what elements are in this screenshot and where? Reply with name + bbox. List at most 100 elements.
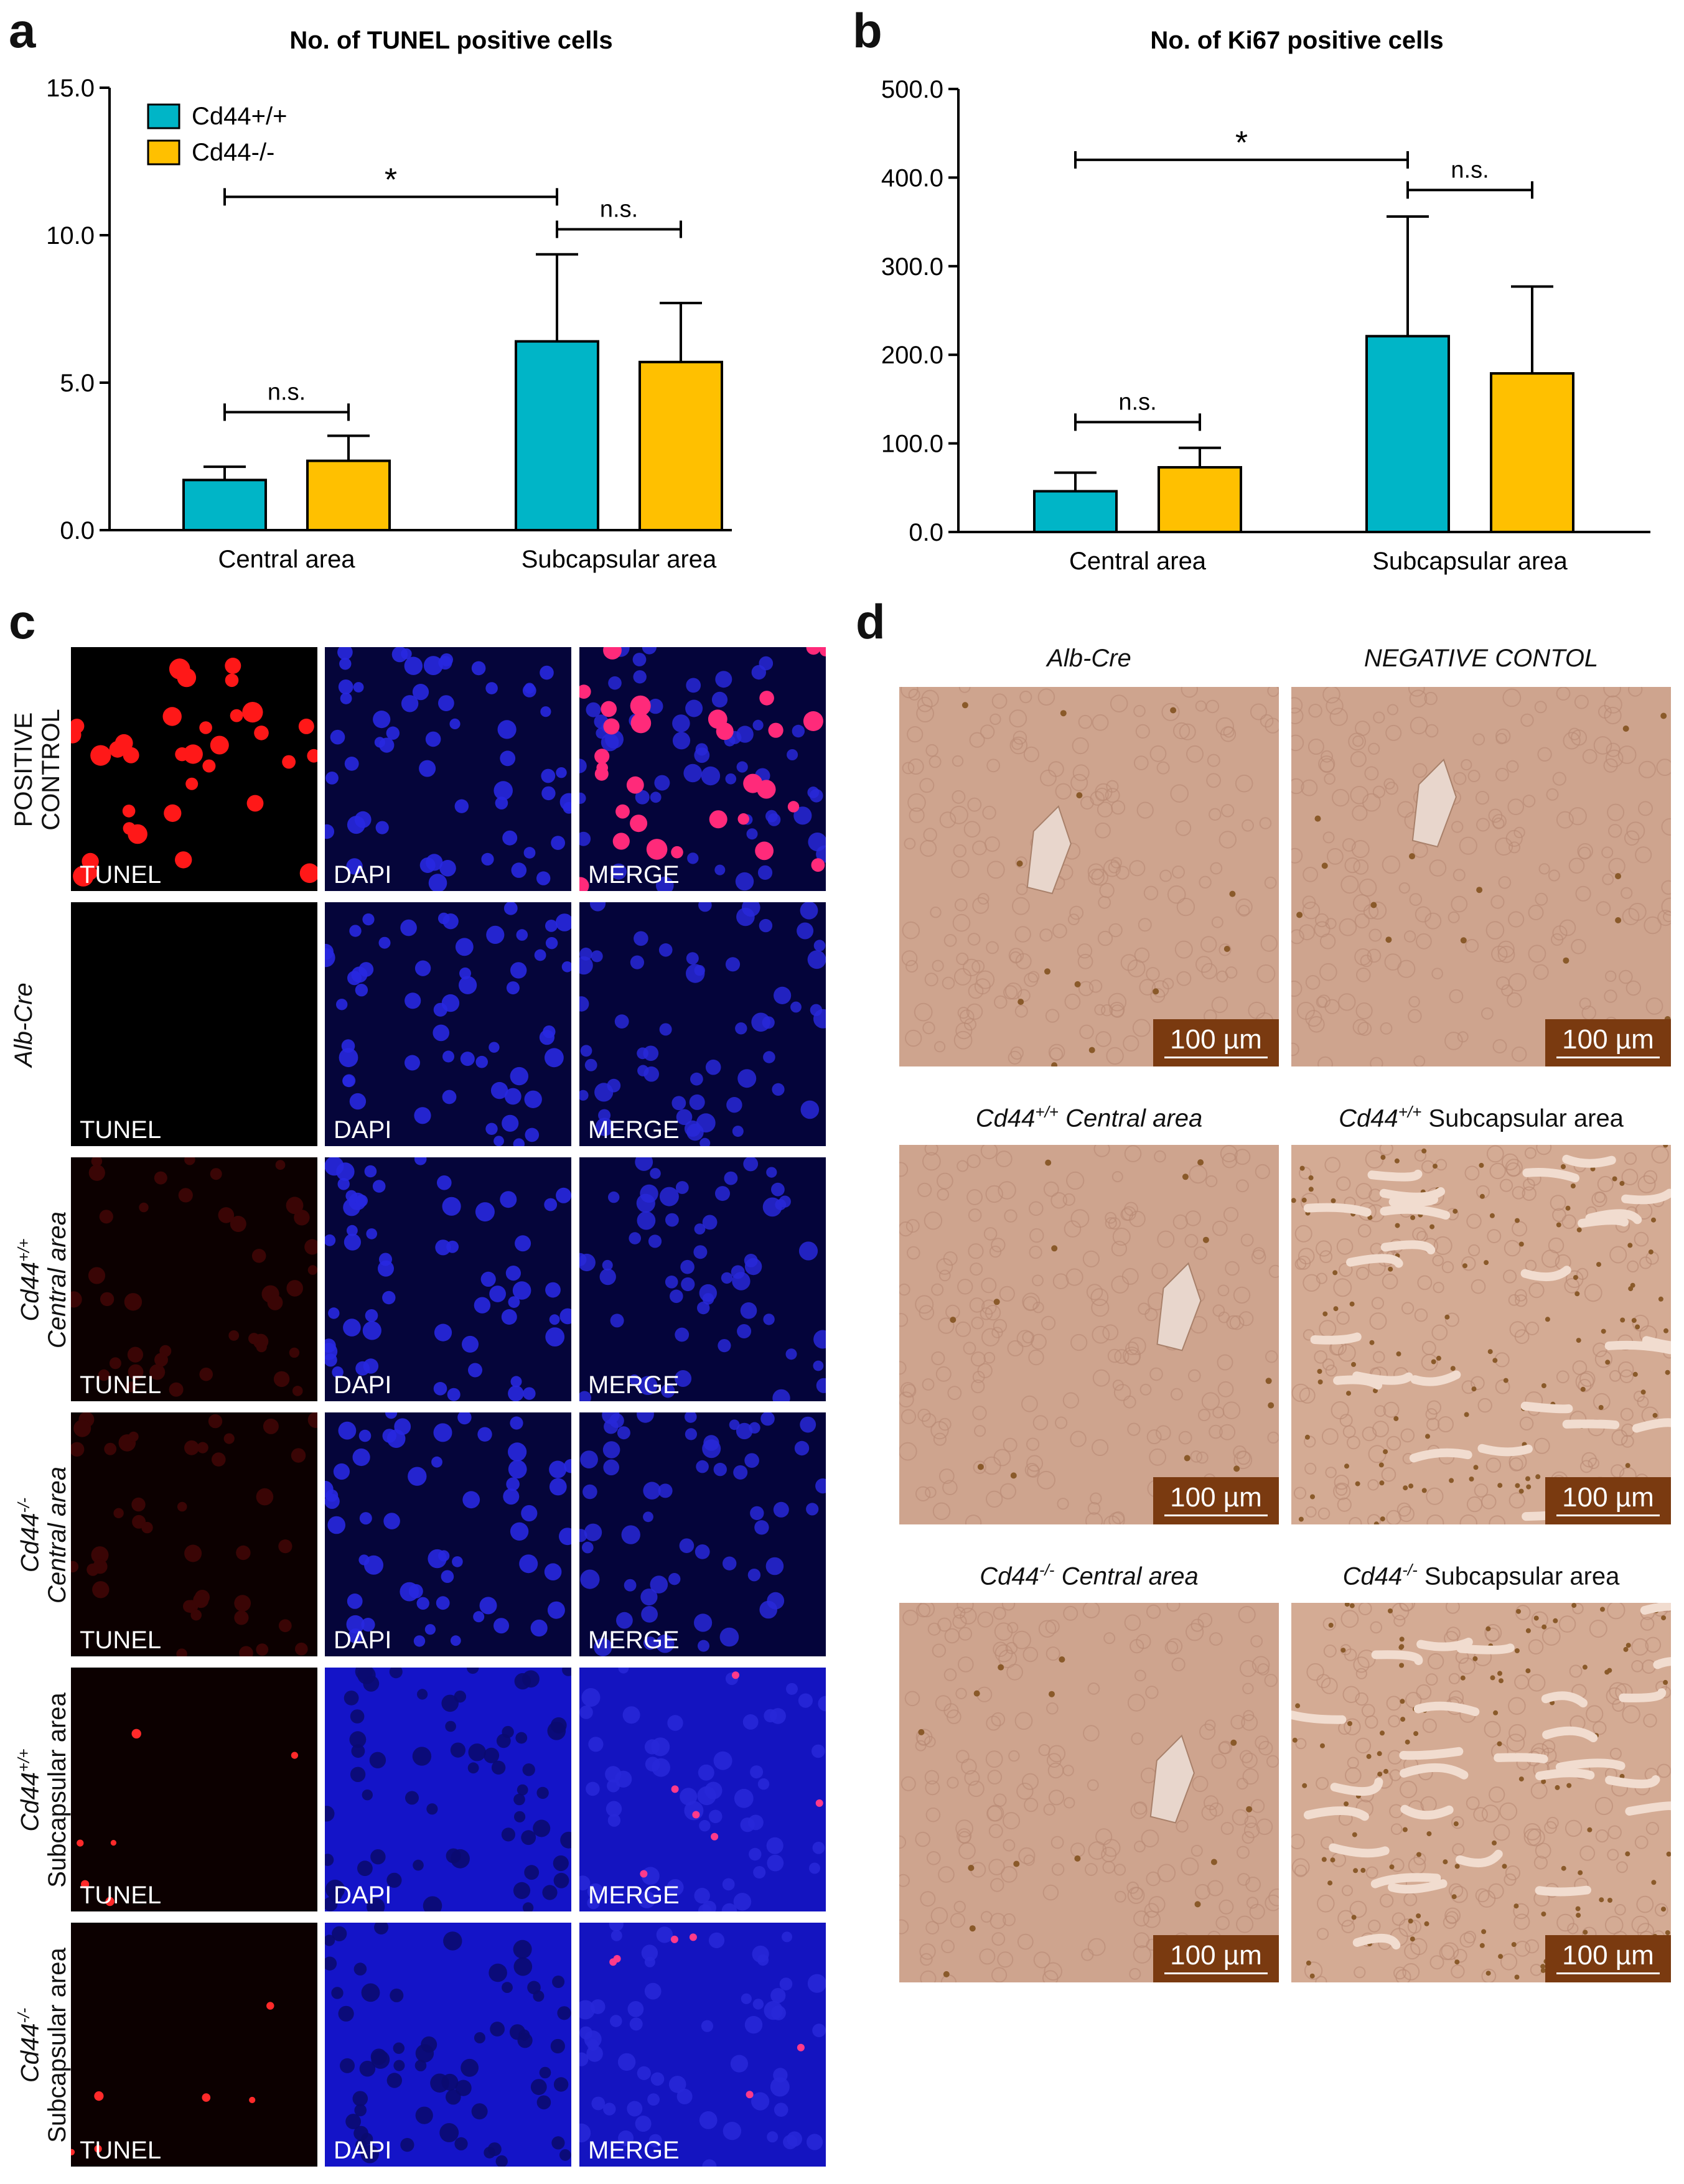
genotype: +/+ <box>14 1748 33 1772</box>
scale-bar-line <box>1556 1514 1660 1516</box>
micrograph-merge: MERGE <box>579 1412 826 1656</box>
panel-letter-b: b <box>853 3 882 58</box>
micrograph-image <box>71 902 317 1146</box>
chart-title: No. of TUNEL positive cells <box>289 27 612 54</box>
ihc-title: Alb-Cre <box>896 646 1282 671</box>
channel-label: TUNEL <box>80 1626 162 1654</box>
micrograph-image <box>325 1157 571 1401</box>
micrograph-merge: MERGE <box>579 1668 826 1911</box>
micrograph-image <box>325 902 571 1146</box>
channel-label: TUNEL <box>80 861 162 889</box>
micrograph-merge: MERGE <box>579 1923 826 2167</box>
gene-name: Cd44 <box>980 1562 1039 1590</box>
micrograph-image <box>579 1923 826 2167</box>
scale-bar-label: 100 µm <box>1562 1940 1654 1971</box>
channel-label: TUNEL <box>80 1116 162 1144</box>
gene-name: Cd44 <box>16 1513 44 1573</box>
micrograph-image <box>579 1412 826 1656</box>
scale-bar-line <box>1164 1057 1268 1058</box>
micrograph-tunel: TUNEL <box>71 1157 317 1401</box>
y-tick-label: 500.0 <box>881 76 943 103</box>
genotype: -/- <box>14 1497 33 1513</box>
area-name: Subcapsular area <box>44 1948 72 2143</box>
micrograph-image <box>579 1157 826 1401</box>
significance-label: n.s. <box>1451 157 1489 183</box>
scale-bar: 100 µm <box>1153 1935 1279 1982</box>
ihc-title: Cd44+/+ Subcapsular area <box>1288 1104 1674 1131</box>
micrograph-image <box>579 647 826 891</box>
micrograph-image <box>579 902 826 1146</box>
genotype: +/+ <box>1398 1103 1422 1121</box>
y-tick-label: 15.0 <box>46 75 95 102</box>
row-label: Cd44+/+ Subcapsular area <box>10 1669 71 1911</box>
bar-cd44-ko <box>306 459 391 531</box>
bar-cd44-ko <box>1158 466 1242 533</box>
row-label: Cd44+/+ Central area <box>10 1159 71 1401</box>
ihc-image <box>1291 1603 1671 1982</box>
channel-label: MERGE <box>588 2137 680 2164</box>
scale-bar: 100 µm <box>1545 1477 1671 1524</box>
genotype: -/- <box>14 2007 33 2023</box>
scale-bar-label: 100 µm <box>1562 1024 1654 1055</box>
gene-name: Cd44 <box>16 1261 44 1322</box>
row-label: POSITIVE CONTROL <box>10 648 65 891</box>
micrograph-dapi: DAPI <box>325 902 571 1146</box>
ihc-title: Cd44+/+ Central area <box>896 1104 1282 1131</box>
bar-cd44-wt <box>1033 490 1118 533</box>
ihc-image <box>899 1145 1279 1524</box>
channel-label: DAPI <box>334 1626 392 1654</box>
y-tick-label: 100.0 <box>881 431 943 458</box>
channel-label: DAPI <box>334 1371 392 1399</box>
micrograph-merge: MERGE <box>579 902 826 1146</box>
micrograph-dapi: DAPI <box>325 1157 571 1401</box>
y-tick-label: 200.0 <box>881 342 943 369</box>
row-label-line: CONTROL <box>37 709 65 831</box>
micrograph-dapi: DAPI <box>325 1923 571 2167</box>
bar-cd44-wt <box>515 340 599 531</box>
area-name: Central area <box>44 1466 72 1604</box>
micrograph-merge: MERGE <box>579 1157 826 1401</box>
x-tick-label: Central area <box>218 546 355 573</box>
genotype: +/+ <box>1035 1103 1059 1121</box>
micrograph-merge: MERGE <box>579 647 826 891</box>
panel-letter-a: a <box>9 3 36 58</box>
micrograph-tunel: TUNEL <box>71 1668 317 1911</box>
micrograph-dapi: DAPI <box>325 1412 571 1656</box>
area-name: Central area <box>1058 1104 1203 1132</box>
channel-label: TUNEL <box>80 1882 162 1909</box>
channel-label: MERGE <box>588 1371 680 1399</box>
gene-name: Cd44 <box>16 2023 44 2083</box>
significance-label: n.s. <box>1118 389 1156 415</box>
ihc-micrograph: 100 µm <box>899 1603 1279 1982</box>
scale-bar-label: 100 µm <box>1170 1940 1262 1971</box>
micrograph-image <box>71 1668 317 1911</box>
micrograph-image <box>71 1157 317 1401</box>
ihc-image <box>1291 687 1671 1066</box>
micrograph-image <box>71 1412 317 1656</box>
ihc-micrograph: 100 µm <box>1291 1145 1671 1524</box>
ihc-title: NEGATIVE CONTOL <box>1288 646 1674 671</box>
y-tick-label: 0.0 <box>60 517 95 544</box>
micrograph-image <box>325 1923 571 2167</box>
bar-cd44-wt <box>1365 335 1450 534</box>
bar-cd44-ko <box>639 360 723 531</box>
area-name: Subcapsular area <box>1421 1104 1624 1132</box>
genotype: +/+ <box>14 1238 33 1262</box>
gene-name: Cd44 <box>1339 1104 1398 1132</box>
micrograph-dapi: DAPI <box>325 1668 571 1911</box>
scale-bar: 100 µm <box>1153 1477 1279 1524</box>
scale-bar-line <box>1556 1057 1660 1058</box>
chart-a-tunel: No. of TUNEL positive cells 0.0 5.0 10.0 15.… <box>46 27 732 573</box>
ihc-micrograph: 100 µm <box>1291 1603 1671 1982</box>
legend-swatch <box>147 139 180 166</box>
channel-label: MERGE <box>588 861 680 889</box>
panel-letter-d: d <box>856 594 886 649</box>
panel-letter-c: c <box>9 594 36 649</box>
chart-title: No. of Ki67 positive cells <box>1150 27 1443 54</box>
y-tick-label: 5.0 <box>60 370 95 397</box>
ihc-image <box>1291 1145 1671 1524</box>
scale-bar: 100 µm <box>1545 1019 1671 1066</box>
y-tick-label: 400.0 <box>881 164 943 192</box>
gene-name: Cd44 <box>16 1771 44 1832</box>
significance-label: n.s. <box>600 197 638 223</box>
